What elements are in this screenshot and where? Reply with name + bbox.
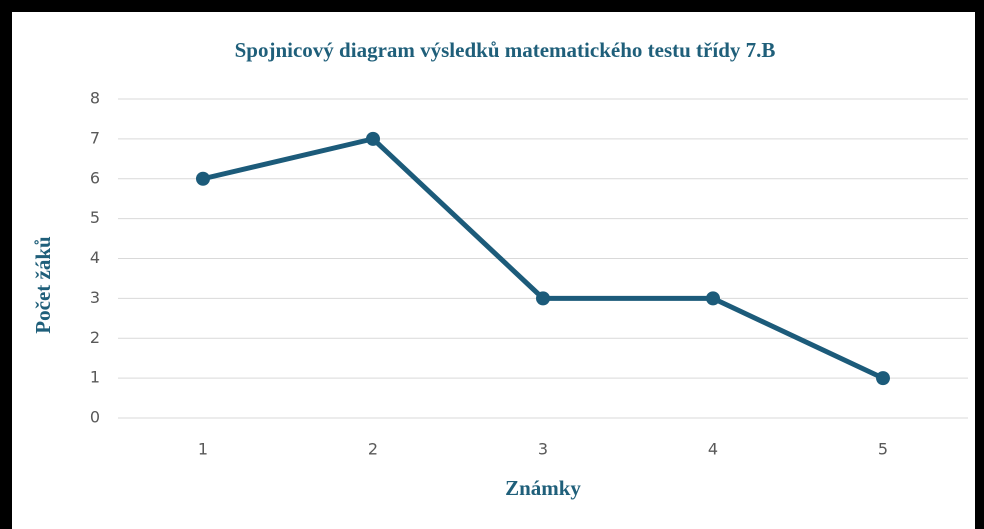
point (366, 131, 380, 146)
point (536, 291, 550, 306)
x-tick-label: 2 (368, 440, 378, 459)
y-tick-label: 2 (90, 328, 100, 347)
y-tick-label: 4 (90, 248, 100, 267)
y-tick-label: 3 (90, 288, 100, 307)
y-tick-label: 8 (90, 89, 100, 108)
y-tick-label: 0 (90, 408, 100, 427)
point (196, 171, 210, 186)
chart-title: Spojnicový diagram výsledků matematickéh… (235, 38, 776, 62)
point (876, 371, 890, 386)
chart-area (12, 12, 975, 529)
y-axis-label: Počet žáků (31, 236, 55, 334)
point (706, 291, 720, 306)
x-tick-label: 1 (198, 440, 208, 459)
x-tick-label: 5 (878, 440, 888, 459)
y-tick-label: 1 (90, 368, 100, 387)
x-tick-label: 4 (708, 440, 718, 459)
y-tick-label: 7 (90, 128, 100, 147)
x-axis-label: Známky (505, 476, 581, 500)
x-tick-label: 3 (538, 440, 548, 459)
y-tick-label: 6 (90, 168, 100, 187)
y-tick-label: 5 (90, 208, 100, 227)
